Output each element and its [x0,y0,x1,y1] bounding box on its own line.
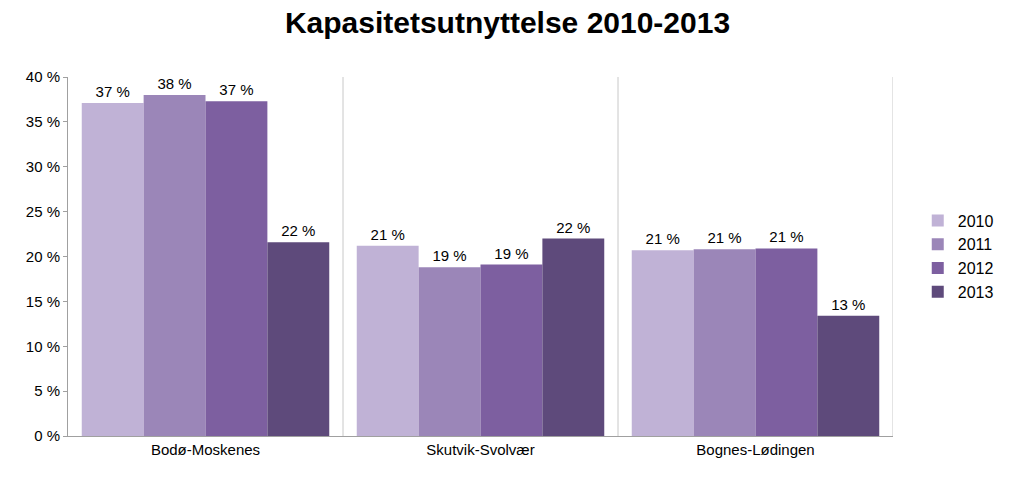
svg-text:21 %: 21 % [707,229,741,246]
svg-text:22 %: 22 % [281,222,315,239]
svg-text:19 %: 19 % [494,245,528,262]
svg-text:2012: 2012 [958,260,994,277]
svg-text:37 %: 37 % [96,83,130,100]
svg-text:19 %: 19 % [432,247,466,264]
svg-text:Skutvik-Svolvær: Skutvik-Svolvær [426,441,534,458]
svg-text:Bognes-Lødingen: Bognes-Lødingen [696,441,814,458]
svg-text:35 %: 35 % [26,113,60,130]
svg-text:2011: 2011 [958,236,993,253]
svg-text:2010: 2010 [958,213,994,230]
svg-text:21 %: 21 % [371,226,405,243]
svg-text:22 %: 22 % [556,219,590,236]
svg-text:21 %: 21 % [646,230,680,247]
svg-text:20 %: 20 % [26,248,60,265]
svg-text:21 %: 21 % [769,228,803,245]
svg-text:37 %: 37 % [219,81,253,98]
svg-text:25 %: 25 % [26,203,60,220]
svg-text:30 %: 30 % [26,158,60,175]
svg-text:10 %: 10 % [26,338,60,355]
svg-text:2013: 2013 [958,284,994,301]
svg-text:Kapasitetsutnyttelse 2010-2013: Kapasitetsutnyttelse 2010-2013 [285,6,730,39]
svg-text:Bodø-Moskenes: Bodø-Moskenes [151,441,260,458]
svg-text:0 %: 0 % [34,427,60,444]
svg-text:13 %: 13 % [831,296,865,313]
svg-text:15 %: 15 % [26,293,60,310]
svg-text:5 %: 5 % [34,382,60,399]
svg-text:40 %: 40 % [26,68,60,85]
svg-text:38 %: 38 % [157,75,191,92]
